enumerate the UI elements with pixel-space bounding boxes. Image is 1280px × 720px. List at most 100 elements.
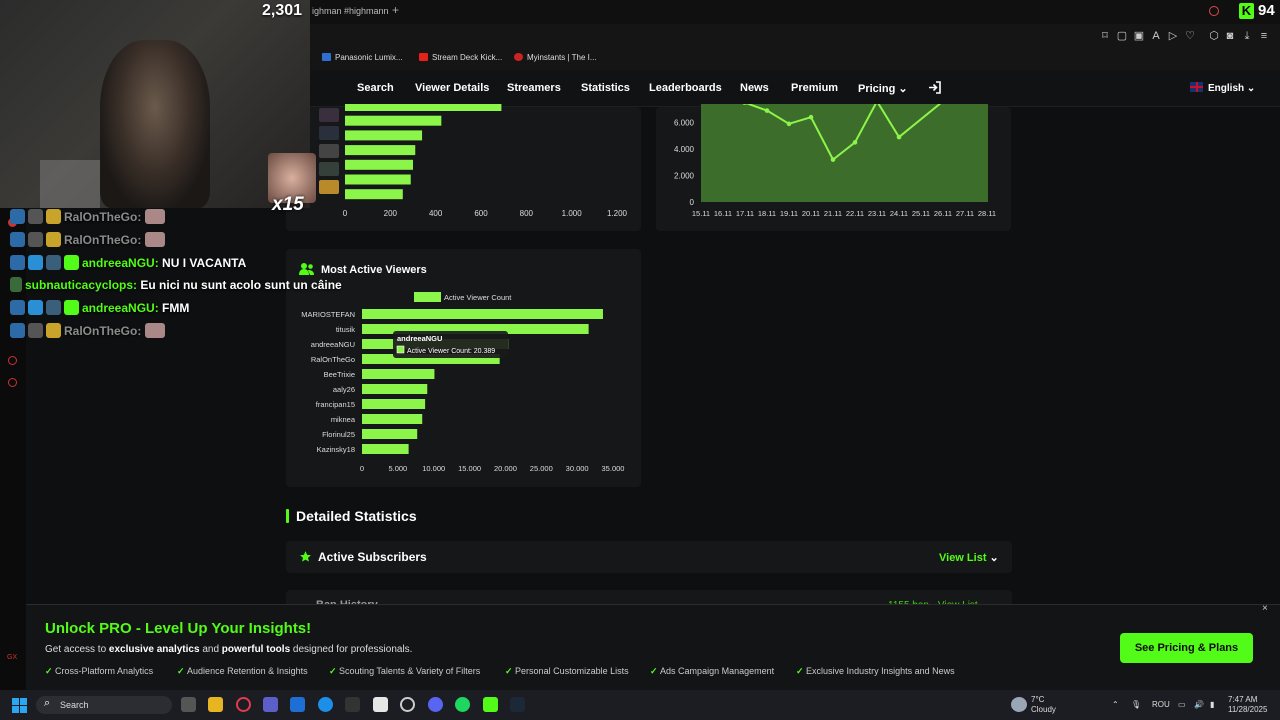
myinstants-icon <box>514 53 523 61</box>
weather-desc[interactable]: Cloudy <box>1031 705 1056 714</box>
chat-username[interactable]: andreeaNGU: <box>82 301 159 315</box>
nav-streamers[interactable]: Streamers <box>507 82 561 94</box>
badge-icon <box>10 232 25 247</box>
browser-tab-title[interactable]: ighman #highmann <box>312 6 389 16</box>
nav-news[interactable]: News <box>740 82 769 94</box>
star-icon <box>300 551 311 562</box>
alert-icon <box>8 356 17 365</box>
nav-viewer-details[interactable]: Viewer Details <box>415 82 490 94</box>
bookmark-item[interactable]: Stream Deck Kick... <box>419 53 502 62</box>
see-pricing-button[interactable]: See Pricing & Plans <box>1120 633 1253 663</box>
steam-icon[interactable] <box>510 697 525 712</box>
x-tick-label: 35.000 <box>602 464 625 473</box>
x-tick-label: 17.11 <box>736 209 754 218</box>
bar <box>362 324 589 334</box>
translate-icon[interactable]: A <box>1152 30 1160 42</box>
download-icon[interactable]: ⤓ <box>1244 30 1250 42</box>
clock-time[interactable]: 7:47 AM <box>1228 695 1258 704</box>
heart-icon[interactable]: ♡ <box>1185 30 1195 42</box>
new-tab-button[interactable]: + <box>392 3 400 17</box>
menu-icon[interactable]: ≡ <box>1260 30 1268 42</box>
input-language[interactable]: ROU <box>1152 700 1170 709</box>
weather-temp[interactable]: 7°C <box>1031 695 1045 704</box>
x-tick-label: 15.11 <box>692 209 710 218</box>
mic-icon[interactable]: 🎙 <box>1131 700 1142 709</box>
x-tick-label: 24.11 <box>890 209 908 218</box>
windows-start-icon[interactable] <box>12 698 27 713</box>
bookmark-item[interactable]: Myinstants | The I... <box>514 53 597 62</box>
tab-icon[interactable]: ▣ <box>1133 30 1145 42</box>
edge-icon[interactable] <box>318 697 333 712</box>
promo-feature: Exclusive Industry Insights and News <box>796 666 955 677</box>
spotify-icon[interactable] <box>455 697 470 712</box>
badge-icon <box>46 255 61 270</box>
bookmark-icon[interactable]: ⌑ <box>1102 30 1108 42</box>
camera-icon[interactable]: ◙ <box>1226 30 1234 42</box>
monitor-icon[interactable]: ▭ <box>1178 700 1186 709</box>
outlook-icon[interactable] <box>290 697 305 712</box>
x-tick-label: 18.11 <box>758 209 776 218</box>
y-tick-label: 4.000 <box>674 145 695 154</box>
extensions-icon[interactable]: ⬡ <box>1209 30 1219 42</box>
bookmark-item[interactable]: Panasonic Lumix... <box>322 53 403 62</box>
chat-username[interactable]: subnauticacyclops: <box>25 278 138 292</box>
volume-icon[interactable]: 🔊 <box>1194 700 1204 709</box>
badge-icon <box>10 209 25 224</box>
chat-line: andreeaNGU: FMM <box>10 300 189 315</box>
close-icon[interactable]: × <box>1262 603 1268 614</box>
language-selector[interactable]: English ⌄ <box>1190 82 1255 94</box>
nav-search[interactable]: Search <box>357 82 394 94</box>
x-tick-label: 0 <box>360 464 364 473</box>
chat-username[interactable]: RalOnTheGo: <box>64 324 142 338</box>
bar <box>362 369 435 379</box>
nav-premium[interactable]: Premium <box>791 82 839 94</box>
settings-icon <box>8 378 17 387</box>
bar <box>362 444 409 454</box>
discord-icon[interactable] <box>428 697 443 712</box>
nav-statistics[interactable]: Statistics <box>581 82 630 94</box>
category-label: titusik <box>336 325 355 334</box>
tray-chevron-icon[interactable]: ⌃ <box>1112 700 1119 709</box>
avatar-column <box>319 108 339 200</box>
language-label: English <box>1208 83 1245 94</box>
settings-icon[interactable] <box>400 697 415 712</box>
nav-leaderboards[interactable]: Leaderboards <box>649 82 722 94</box>
taskbar-search[interactable]: Search <box>36 696 172 714</box>
active-subscribers-accordion[interactable] <box>286 541 1012 573</box>
streamer-background <box>40 160 100 208</box>
x-tick-label: 28.11 <box>978 209 996 218</box>
category-label: miknea <box>331 415 356 424</box>
teams-icon[interactable] <box>263 697 278 712</box>
category-label: BeeTrixie <box>324 370 355 379</box>
search-icon: ⌕ <box>44 697 51 709</box>
x-tick-label: 19.11 <box>780 209 798 218</box>
data-point <box>808 114 814 120</box>
chevron-down-icon: ⌄ <box>898 83 908 95</box>
chat-line: RalOnTheGo: <box>10 209 168 224</box>
promo-feature: Audience Retention & Insights <box>177 666 308 677</box>
chat-username[interactable]: RalOnTheGo: <box>64 210 142 224</box>
badge-icon <box>28 300 43 315</box>
cloud-icon <box>1011 697 1027 712</box>
gift-icon <box>64 300 79 315</box>
reader-icon[interactable]: ▢ <box>1116 30 1128 42</box>
view-list-link[interactable]: View List ⌄ <box>939 552 999 564</box>
data-point <box>786 121 792 127</box>
file-explorer-icon[interactable] <box>208 697 223 712</box>
badge-icon <box>28 255 43 270</box>
kick-app-icon[interactable] <box>483 697 498 712</box>
login-icon[interactable] <box>928 81 942 94</box>
epic-icon[interactable] <box>345 697 360 712</box>
battery-icon[interactable]: ▮ <box>1210 700 1215 709</box>
chat-username[interactable]: RalOnTheGo: <box>64 233 142 247</box>
store-icon[interactable] <box>373 697 388 712</box>
clock-date[interactable]: 11/28/2025 <box>1228 705 1268 714</box>
chat-username[interactable]: andreeaNGU: <box>82 256 159 270</box>
task-view-icon[interactable] <box>181 697 196 712</box>
play-icon[interactable]: ▷ <box>1168 30 1178 42</box>
chat-line: RalOnTheGo: <box>10 323 168 338</box>
record-icon[interactable] <box>1209 6 1219 16</box>
most-active-viewers-card <box>286 249 641 487</box>
opera-gx-icon[interactable] <box>236 697 251 712</box>
nav-pricing[interactable]: Pricing ⌄ <box>858 82 908 95</box>
